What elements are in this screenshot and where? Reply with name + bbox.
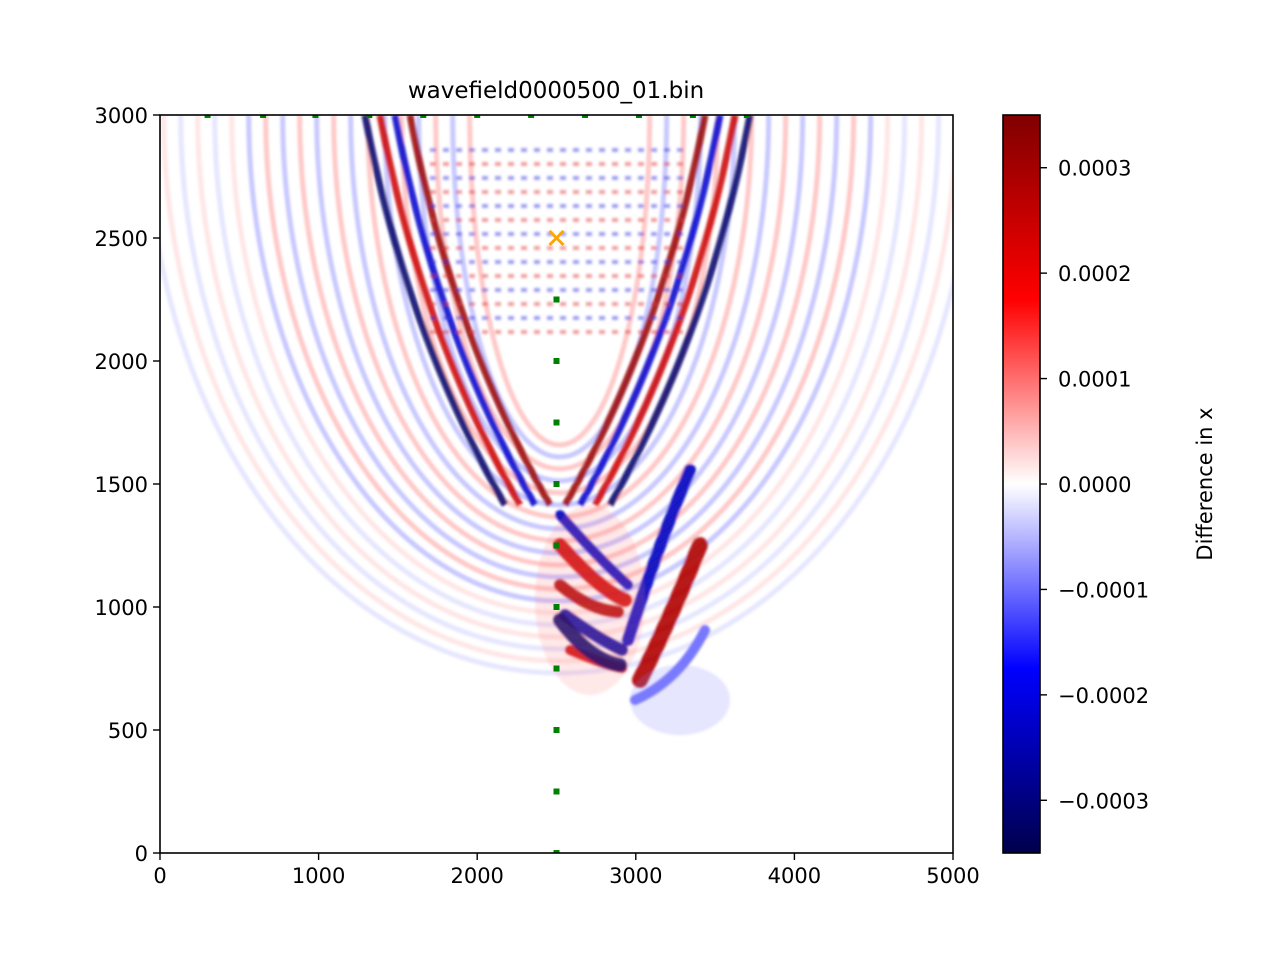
receiver-marker xyxy=(553,419,560,426)
colorbar xyxy=(1002,114,1041,854)
receiver-marker xyxy=(553,542,560,549)
x-tick-label: 5000 xyxy=(926,864,979,888)
receiver-marker xyxy=(582,115,589,118)
colorbar-tick-label: 0.0000 xyxy=(1058,473,1131,497)
receiver-marker xyxy=(553,788,560,795)
y-tick-label: 500 xyxy=(108,719,148,743)
wavefront-ring xyxy=(467,115,653,448)
wavefront-branch xyxy=(361,115,509,507)
y-tick-label: 1500 xyxy=(95,473,148,497)
field-glow xyxy=(630,665,730,735)
direct-wave-chevron xyxy=(632,537,708,688)
colorbar-tick-label: 0.0001 xyxy=(1058,368,1131,392)
colorbar-label: Difference in x xyxy=(1193,407,1217,560)
x-tick-label: 1000 xyxy=(292,864,345,888)
wavefront-ring xyxy=(399,115,721,496)
receiver-marker xyxy=(553,665,560,672)
receiver-marker xyxy=(553,358,560,364)
receiver-marker xyxy=(553,481,560,487)
markers xyxy=(204,115,750,853)
chart-title: wavefield0000500_01.bin xyxy=(408,78,704,104)
colorbar-ticks: 0.0003 0.0002 0.0001 0.0000 −0.0001 −0.0002 −0… xyxy=(1040,157,1149,813)
x-tick-label: 4000 xyxy=(768,864,821,888)
wavefront-branch xyxy=(561,115,709,507)
y-axis: 0 500 1000 1500 2000 2500 3000 xyxy=(95,104,160,866)
receiver-marker xyxy=(553,296,560,303)
receiver-marker xyxy=(260,115,267,118)
receiver-marker xyxy=(528,115,535,118)
y-tick-label: 0 xyxy=(135,842,148,866)
receiver-marker xyxy=(204,115,211,118)
receiver-marker xyxy=(553,604,560,610)
x-tick-label: 0 xyxy=(153,864,166,888)
receiver-marker xyxy=(689,115,696,118)
receiver-marker xyxy=(312,115,319,118)
y-tick-label: 2000 xyxy=(95,350,148,374)
wavefront-branch xyxy=(391,115,539,507)
receiver-marker xyxy=(743,115,750,118)
receiver-marker xyxy=(366,115,373,118)
colorbar-tick-label: −0.0002 xyxy=(1058,684,1149,708)
y-tick-label: 3000 xyxy=(95,104,148,128)
y-tick-label: 1000 xyxy=(95,596,148,620)
colorbar-tick-label: 0.0002 xyxy=(1058,262,1131,286)
receiver-marker xyxy=(553,727,560,733)
x-tick-label: 3000 xyxy=(609,864,662,888)
field-glow xyxy=(535,505,645,695)
wavefront-branch xyxy=(406,115,554,507)
colorbar-tick-label: −0.0001 xyxy=(1058,578,1149,602)
source-marker xyxy=(548,229,565,247)
receiver-marker xyxy=(474,115,481,118)
receiver-marker xyxy=(553,850,560,853)
colorbar-tick-label: 0.0003 xyxy=(1058,157,1131,181)
receiver-marker xyxy=(635,115,642,118)
receiver-marker xyxy=(420,115,427,118)
x-axis: 0 1000 2000 3000 4000 5000 xyxy=(153,853,980,888)
wavefront-branch xyxy=(606,115,754,507)
wavefield-heatmap xyxy=(160,115,953,735)
y-tick-label: 2500 xyxy=(95,227,148,251)
colorbar-tick-label: −0.0003 xyxy=(1058,789,1149,813)
x-tick-label: 2000 xyxy=(450,864,503,888)
wavefront-ring xyxy=(382,115,738,508)
